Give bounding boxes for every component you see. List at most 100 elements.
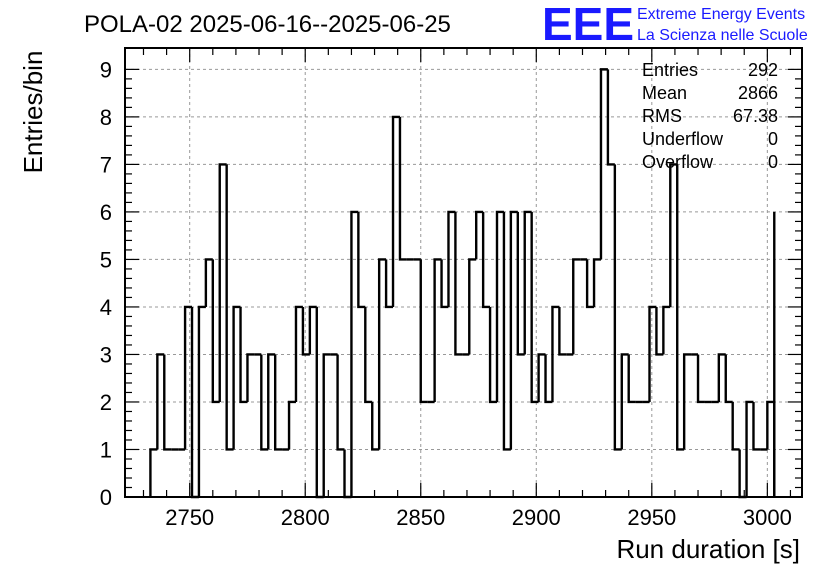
x-tick-label-2: 2850 <box>396 505 445 530</box>
y-tick-label-5: 5 <box>100 247 112 272</box>
histogram-bin-61 <box>572 258 581 355</box>
histogram-bin-2 <box>163 354 172 451</box>
stats-label-rms: RMS <box>642 106 682 126</box>
histogram-bin-46 <box>468 258 477 355</box>
histogram-bin-11 <box>225 164 234 451</box>
histogram-bin-65 <box>599 68 608 260</box>
stats-box: Entries 292 Mean 2866 RMS 67.38 Underflo… <box>642 60 778 172</box>
x-tick-label-4: 2950 <box>627 505 676 530</box>
histogram-bin-82 <box>717 353 726 402</box>
histogram-bin-56 <box>537 353 546 402</box>
plot-frame <box>124 47 803 498</box>
histogram-bin-30 <box>357 211 366 309</box>
y-tick-label-1: 1 <box>100 437 112 462</box>
histogram-bin-79 <box>696 354 705 404</box>
histogram-bars <box>149 68 776 499</box>
x-tick-label-5: 3000 <box>743 505 792 530</box>
histogram-bin-35 <box>391 115 400 307</box>
histogram-bin-32 <box>371 401 380 451</box>
y-tick-label-3: 3 <box>100 342 112 367</box>
histogram-bin-59 <box>558 306 567 356</box>
histogram-bin-89 <box>766 400 775 450</box>
y-axis-title: Entries/bin <box>18 51 48 174</box>
histogram-bin-31 <box>364 306 373 404</box>
logo-line-1: Extreme Energy Events <box>637 6 805 23</box>
x-tick-label-3: 2900 <box>512 505 561 530</box>
stats-value-mean: 2866 <box>738 83 778 103</box>
histogram-bin-63 <box>585 259 595 309</box>
histogram-bin-86 <box>745 400 754 497</box>
histogram-bin-0 <box>149 448 158 497</box>
y-tick-label-2: 2 <box>100 390 112 415</box>
histogram-bin-43 <box>447 210 456 307</box>
histogram-bin-51 <box>502 211 511 451</box>
histogram-bin-23 <box>308 305 317 355</box>
y-tick-label-8: 8 <box>100 105 112 130</box>
histogram-bin-54 <box>523 210 532 355</box>
stats-value-overflow: 0 <box>768 152 778 172</box>
histogram-bin-25 <box>322 353 331 497</box>
histogram-bin-27 <box>336 354 345 451</box>
histogram-bin-41 <box>433 258 442 402</box>
histogram-bin-33 <box>377 258 387 450</box>
histogram-bin-39 <box>419 259 428 404</box>
histogram-bin-76 <box>676 164 685 451</box>
histogram-bin-5 <box>183 305 193 450</box>
histogram-bin-22 <box>301 306 310 356</box>
histogram-bin-83 <box>724 354 733 404</box>
y-axis: 0 1 2 3 4 5 6 7 8 9 <box>100 57 802 510</box>
histogram-bin-36 <box>398 116 407 261</box>
grid-lines <box>125 48 802 497</box>
histogram-bin-1 <box>156 353 165 450</box>
histogram-bin-66 <box>606 69 615 166</box>
y-tick-label-6: 6 <box>100 200 112 225</box>
histogram-bin-7 <box>197 305 206 497</box>
stats-label-mean: Mean <box>642 83 687 103</box>
y-tick-label-9: 9 <box>100 57 112 82</box>
histogram-bin-52 <box>509 210 518 450</box>
histogram-bin-67 <box>613 164 622 451</box>
histogram-bin-87 <box>752 401 761 451</box>
histogram-bin-34 <box>384 259 394 309</box>
histogram-bin-44 <box>454 211 463 356</box>
x-tick-label-1: 2800 <box>281 505 330 530</box>
logo-mark: EEE <box>542 0 634 50</box>
stats-label-overflow: Overflow <box>642 152 714 172</box>
stats-value-entries: 292 <box>748 60 778 80</box>
histogram-bin-49 <box>488 306 498 404</box>
stats-value-underflow: 0 <box>768 129 778 149</box>
logo-line-2: La Scienza nelle Scuole <box>637 27 808 44</box>
histogram-bin-18 <box>273 354 283 451</box>
histogram-bin-84 <box>731 401 740 451</box>
histogram-bin-42 <box>440 259 449 309</box>
histogram-bin-72 <box>648 305 657 402</box>
histogram-bin-17 <box>267 353 276 450</box>
histogram-bin-77 <box>682 353 692 450</box>
histogram-bin-68 <box>620 353 629 450</box>
histogram-bin-58 <box>551 305 560 402</box>
y-tick-label-4: 4 <box>100 295 112 320</box>
histogram-bin-69 <box>627 354 636 404</box>
stats-label-underflow: Underflow <box>642 129 724 149</box>
histogram-bin-64 <box>592 258 601 307</box>
histogram-bin-55 <box>530 211 539 404</box>
histogram-bin-14 <box>246 353 255 402</box>
histogram-bin-50 <box>495 210 504 402</box>
histogram-bin-8 <box>204 258 213 307</box>
histogram-bin-74 <box>662 305 671 355</box>
x-axis-title: Run duration [s] <box>616 534 800 564</box>
x-axis: 2750 2800 2850 2900 2950 3000 <box>142 48 792 530</box>
y-tick-label-7: 7 <box>100 152 112 177</box>
histogram-bin-48 <box>481 211 491 309</box>
histogram-bin-13 <box>239 306 248 404</box>
histogram-bin-29 <box>350 210 359 497</box>
histogram-bin-75 <box>669 163 678 307</box>
histogram-bin-10 <box>218 163 227 402</box>
histogram-bin-9 <box>211 259 220 404</box>
histogram-bin-12 <box>232 305 241 450</box>
stats-value-rms: 67.38 <box>733 106 778 126</box>
histogram-bin-57 <box>544 354 553 404</box>
stats-label-entries: Entries <box>642 60 698 80</box>
histogram-bin-21 <box>294 305 303 402</box>
